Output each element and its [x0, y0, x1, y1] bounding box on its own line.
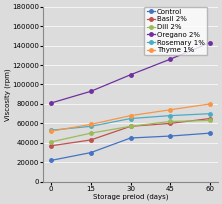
Oregano 2% [89, 90, 92, 93]
Rosemary 1% [129, 117, 132, 120]
Rosemary 1% [89, 125, 92, 128]
Dill 2% [50, 141, 52, 143]
Control [89, 151, 92, 154]
Line: Oregano 2%: Oregano 2% [50, 41, 212, 105]
Line: Control: Control [50, 131, 212, 162]
Basil 2% [50, 145, 52, 147]
Line: Basil 2%: Basil 2% [50, 117, 212, 147]
Oregano 2% [50, 102, 52, 104]
Oregano 2% [208, 41, 211, 44]
Oregano 2% [129, 73, 132, 76]
Rosemary 1% [169, 114, 172, 117]
Rosemary 1% [208, 112, 211, 115]
Control [50, 159, 52, 162]
Control [169, 135, 172, 137]
Thyme 1% [208, 103, 211, 105]
Line: Dill 2%: Dill 2% [50, 119, 212, 144]
Dill 2% [208, 119, 211, 122]
Control [208, 132, 211, 134]
Control [129, 137, 132, 139]
Basil 2% [208, 117, 211, 120]
Dill 2% [89, 132, 92, 134]
Dill 2% [129, 125, 132, 128]
Oregano 2% [169, 58, 172, 60]
Basil 2% [169, 122, 172, 125]
Thyme 1% [169, 109, 172, 111]
Thyme 1% [89, 123, 92, 126]
Legend: Control, Basil 2%, Dill 2%, Oregano 2%, Rosemary 1%, Thyme 1%: Control, Basil 2%, Dill 2%, Oregano 2%, … [145, 7, 207, 55]
Rosemary 1% [50, 129, 52, 131]
Thyme 1% [50, 130, 52, 132]
Line: Thyme 1%: Thyme 1% [50, 102, 212, 133]
Dill 2% [169, 120, 172, 123]
X-axis label: Storage preiod (days): Storage preiod (days) [93, 193, 168, 200]
Basil 2% [89, 139, 92, 141]
Line: Rosemary 1%: Rosemary 1% [50, 112, 212, 132]
Basil 2% [129, 125, 132, 128]
Thyme 1% [129, 114, 132, 117]
Y-axis label: Viscosity (rpm): Viscosity (rpm) [4, 68, 11, 121]
